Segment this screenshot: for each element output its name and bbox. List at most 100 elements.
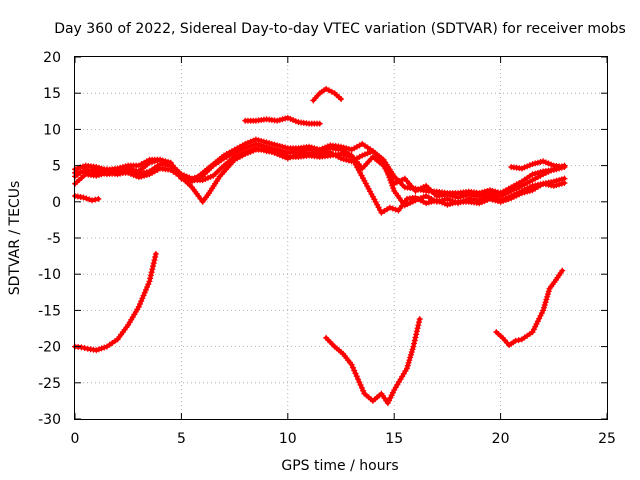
y-tick-label: -20 xyxy=(38,340,61,356)
data-point-marker xyxy=(385,171,392,178)
data-point-marker xyxy=(404,362,411,369)
data-point-marker xyxy=(550,182,557,189)
data-point-marker xyxy=(444,195,451,202)
data-point-marker xyxy=(556,181,563,188)
x-tick-label: 10 xyxy=(279,431,297,447)
data-point-marker xyxy=(83,195,90,202)
data-point-marker xyxy=(529,329,536,336)
data-point-marker xyxy=(343,145,350,152)
data-point-marker xyxy=(359,152,366,159)
data-point-marker xyxy=(540,307,547,314)
data-point-marker xyxy=(135,174,142,181)
data-point-marker xyxy=(146,278,153,285)
data-point-marker xyxy=(542,159,549,166)
data-point-marker xyxy=(133,173,140,180)
data-point-marker xyxy=(236,151,243,158)
data-point-marker xyxy=(486,195,493,202)
series-markers-band-i xyxy=(72,250,159,354)
data-point-marker xyxy=(86,196,93,203)
data-point-marker xyxy=(284,114,291,121)
data-point-marker xyxy=(521,189,528,196)
data-point-marker xyxy=(505,196,512,203)
data-point-marker xyxy=(416,316,423,323)
data-point-marker xyxy=(338,143,344,150)
data-point-marker xyxy=(444,201,451,208)
x-tick-label: 15 xyxy=(385,431,403,447)
data-point-marker xyxy=(78,344,85,351)
data-point-marker xyxy=(384,400,391,407)
data-point-marker xyxy=(544,293,551,300)
data-point-marker xyxy=(148,269,155,276)
data-point-marker xyxy=(409,346,416,353)
data-point-marker xyxy=(553,182,560,189)
data-point-marker xyxy=(268,140,275,147)
data-point-marker xyxy=(351,367,358,374)
data-point-marker xyxy=(276,116,283,123)
data-point-marker xyxy=(149,266,156,273)
data-point-marker xyxy=(389,182,396,189)
data-point-marker xyxy=(561,179,568,186)
data-point-marker xyxy=(93,172,100,179)
series-markers-band-k xyxy=(493,267,566,349)
data-point-marker xyxy=(476,190,483,197)
y-tick-label: -10 xyxy=(38,267,61,283)
data-point-marker xyxy=(125,169,132,176)
data-point-marker xyxy=(502,196,509,203)
data-point-marker xyxy=(314,145,321,152)
data-point-marker xyxy=(537,158,544,165)
data-point-marker xyxy=(358,384,365,391)
data-point-marker xyxy=(202,175,209,182)
data-point-marker xyxy=(510,193,517,200)
data-point-marker xyxy=(387,177,394,184)
grid-layer xyxy=(75,57,607,419)
data-point-marker xyxy=(147,272,154,279)
y-tick-label: 10 xyxy=(43,122,61,138)
data-point-marker xyxy=(207,173,214,180)
data-point-marker xyxy=(137,300,144,307)
data-point-marker xyxy=(508,195,515,202)
data-point-marker xyxy=(518,190,525,197)
data-point-marker xyxy=(282,115,289,122)
y-tick-label: 0 xyxy=(52,195,61,211)
data-point-marker xyxy=(540,304,547,311)
data-point-marker xyxy=(135,303,142,310)
data-point-marker xyxy=(162,158,169,165)
data-point-marker xyxy=(144,284,151,291)
data-point-marker xyxy=(290,116,297,123)
data-point-marker xyxy=(81,345,88,352)
data-point-marker xyxy=(386,174,393,181)
data-point-marker xyxy=(287,115,294,122)
data-point-marker xyxy=(138,298,145,305)
data-point-marker xyxy=(558,180,565,187)
data-point-marker xyxy=(80,194,87,201)
data-point-marker xyxy=(150,263,157,270)
data-point-marker xyxy=(545,160,552,167)
data-point-marker xyxy=(532,323,539,330)
data-point-marker xyxy=(159,157,166,164)
data-point-marker xyxy=(423,200,430,207)
data-point-marker xyxy=(181,174,188,181)
data-point-marker xyxy=(242,149,249,156)
data-point-marker xyxy=(271,141,278,148)
data-point-marker xyxy=(266,140,273,147)
data-point-marker xyxy=(263,139,270,146)
data-point-marker xyxy=(411,340,418,347)
data-point-marker xyxy=(260,138,267,145)
data-point-marker xyxy=(352,370,359,377)
data-point-marker xyxy=(545,288,552,295)
data-point-marker xyxy=(183,175,190,182)
x-axis-label: GPS time / hours xyxy=(281,458,398,474)
data-point-marker xyxy=(489,187,496,194)
data-point-marker xyxy=(518,165,525,172)
data-point-marker xyxy=(93,166,100,173)
data-point-marker xyxy=(494,198,501,205)
series-layer xyxy=(72,85,568,407)
data-point-marker xyxy=(361,151,368,158)
data-point-marker xyxy=(276,150,283,157)
data-point-marker xyxy=(540,158,547,165)
data-point-marker xyxy=(157,156,164,163)
data-point-marker xyxy=(140,292,147,299)
x-tick-label: 0 xyxy=(71,431,80,447)
data-point-marker xyxy=(478,189,485,196)
series-markers-band-j xyxy=(323,316,423,407)
